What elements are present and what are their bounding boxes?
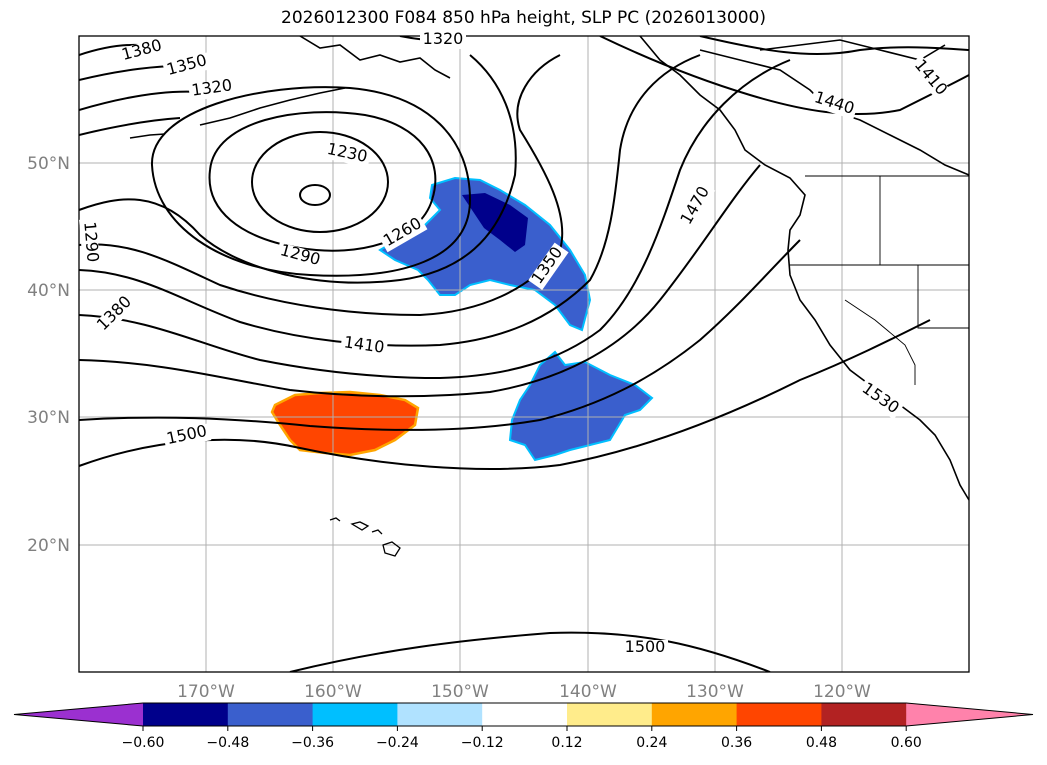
contour-label-bg	[162, 423, 212, 450]
colorbar-tick-label: 0.12	[551, 735, 582, 751]
contour-label-bg	[79, 218, 100, 266]
contour-label-bg	[379, 214, 428, 253]
lon-label-120w: 120°W	[813, 682, 871, 702]
lat-label-20n: 20°N	[27, 536, 70, 556]
contour-label-bg	[117, 37, 167, 66]
colorbar-segment	[567, 703, 653, 726]
colorbar-segment	[397, 703, 483, 726]
contour-label-bg	[528, 242, 569, 291]
hawaii-islands	[329, 517, 401, 557]
lon-label-150w: 150°W	[431, 682, 489, 702]
contour-label: 1500	[625, 637, 666, 656]
contour-label-bg	[322, 141, 372, 168]
colorbar-extend-min	[14, 703, 143, 726]
colorbar-tick-label: 0.48	[806, 735, 837, 751]
colorbar: −0.60 −0.48 −0.36 −0.24 −0.12 0.12 0.24 0.36 0.4…	[13, 702, 1034, 751]
contour-label-bg	[93, 292, 138, 337]
lon-label-170w: 170°W	[177, 682, 235, 702]
state-borders	[790, 175, 969, 385]
colorbar-segment	[143, 703, 229, 726]
colorbar-segment	[482, 703, 568, 726]
colorbar-segment	[821, 703, 907, 726]
contour-label-bg	[339, 334, 388, 359]
colorbar-segment	[736, 703, 822, 726]
map-area	[79, 36, 969, 672]
colorbar-tick-label: 0.24	[636, 735, 667, 751]
contour-label: 1320	[423, 29, 464, 48]
negative-anomaly-region-south	[508, 350, 654, 462]
contour-label-bg	[420, 32, 466, 49]
contour-label-bg	[162, 52, 212, 81]
contour-label-bg	[188, 77, 237, 102]
colorbar-tick-label: −0.36	[291, 735, 334, 751]
contour-label-bg	[809, 89, 859, 120]
contour-label-bg	[622, 640, 668, 657]
contour-label-bg	[855, 379, 904, 420]
colorbar-tick-label: 0.60	[891, 735, 922, 751]
lon-label-140w: 140°W	[559, 682, 617, 702]
lon-label-130w: 130°W	[686, 682, 744, 702]
colorbar-tick-label: −0.12	[461, 735, 504, 751]
colorbar-segment	[312, 703, 398, 726]
colorbar-tick-label: 0.36	[721, 735, 752, 751]
lat-label-40n: 40°N	[27, 281, 70, 301]
contour-label-bg	[677, 182, 716, 231]
positive-anomaly-region	[270, 390, 420, 457]
lat-label-30n: 30°N	[27, 408, 70, 428]
height-contours	[79, 36, 969, 672]
colorbar-segment	[227, 703, 314, 726]
contour-label-bg	[275, 242, 325, 271]
contour-label: 1290	[80, 221, 102, 263]
lon-label-160w: 160°W	[304, 682, 362, 702]
map-title: 2026012300 F084 850 hPa height, SLP PC (…	[281, 8, 766, 28]
colorbar-tick-label: −0.48	[206, 735, 249, 751]
colorbar-extend-max	[906, 703, 1033, 726]
gridlines	[79, 36, 969, 672]
colorbar-segment	[651, 703, 738, 726]
colorbar-tick-label: −0.60	[122, 735, 165, 751]
colorbar-tick-label: −0.24	[376, 735, 419, 751]
lat-label-50n: 50°N	[27, 154, 70, 174]
contour-label-bg	[908, 55, 951, 102]
map-frame	[78, 35, 970, 673]
